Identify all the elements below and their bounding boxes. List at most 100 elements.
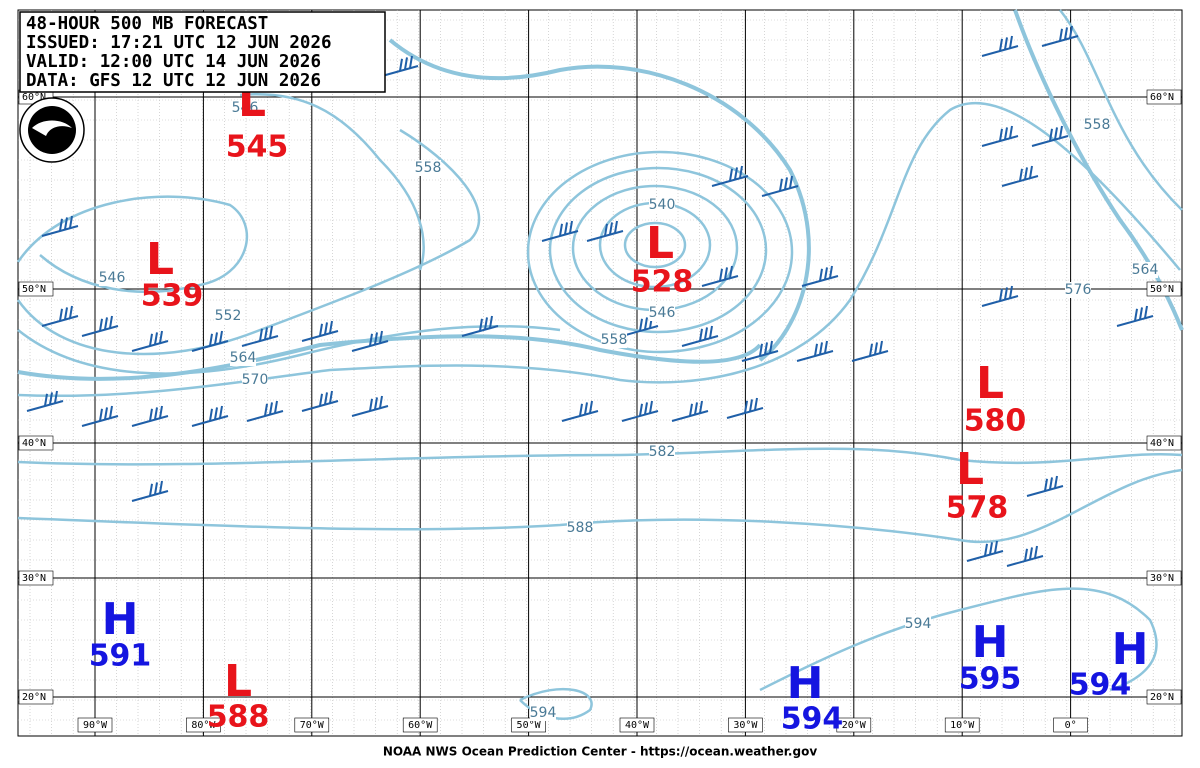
barb-tick (274, 400, 278, 414)
barb-tick (709, 325, 713, 339)
center-symbol: H (787, 658, 824, 709)
barb-tick (149, 333, 153, 346)
lat-label: 40°N (1150, 438, 1174, 449)
map-frame (17, 9, 1183, 737)
lon-label: 40°W (625, 720, 650, 731)
barb-tick (319, 393, 323, 406)
barb-staff (1001, 175, 1039, 187)
contour (1059, 9, 1183, 211)
lat-label-box (1146, 570, 1182, 586)
lon-label-box (294, 717, 330, 733)
barb-tick (564, 222, 568, 235)
center-symbol: H (102, 594, 139, 645)
lat-label-box (1146, 689, 1182, 705)
barb-tick (409, 55, 413, 69)
contour (548, 166, 768, 334)
barb-staff (586, 230, 624, 242)
barb-staff (41, 315, 79, 327)
barb-staff (81, 325, 119, 337)
barb-tick (1034, 545, 1038, 559)
barb-staff (1026, 485, 1064, 497)
lon-label-box (186, 717, 221, 733)
barb-tick (154, 407, 158, 420)
contour (759, 587, 1158, 692)
barb-tick (779, 178, 783, 191)
barb-tick (1069, 25, 1073, 39)
barb-tick (154, 332, 158, 345)
center-value: 588 (207, 700, 270, 735)
barb-tick (734, 167, 738, 180)
center-symbol: L (646, 218, 674, 269)
barb-tick (829, 265, 833, 279)
center-value: 594 (1069, 668, 1132, 703)
contour-label-bg (99, 270, 125, 286)
barb-staff (1031, 135, 1069, 147)
contour (17, 101, 1181, 398)
barb-tick (64, 307, 68, 320)
barb-staff (671, 410, 709, 422)
center-value: 580 (964, 404, 1027, 439)
labels: 60°N 60°N 50°N 50°N 40°N 40°N 30°N 30°N 20°N 20°N… (18, 76, 1182, 737)
barb-tick (569, 220, 573, 234)
barb-staff (741, 350, 779, 362)
contour-label: 558 (601, 332, 628, 348)
barb-tick (984, 543, 988, 556)
barb-tick (579, 403, 583, 416)
barb-staff (131, 490, 169, 502)
barb-tick (769, 340, 773, 354)
barb-tick (814, 343, 818, 356)
header-line: DATA: GFS 12 UTC 12 JUN 2026 (26, 71, 321, 91)
lon-label: 90°W (83, 720, 108, 731)
barb-tick (69, 215, 73, 229)
contour-label: 552 (215, 308, 242, 324)
contour-label-bg (649, 197, 675, 213)
lat-label-box (1146, 281, 1182, 297)
barb-staff (701, 275, 739, 287)
lon-label-box (402, 717, 438, 733)
contour-label-bg (905, 616, 931, 632)
contour-label: 576 (1065, 282, 1092, 298)
barb-tick (704, 327, 708, 340)
barb-tick (149, 408, 153, 421)
barb-tick (1134, 308, 1138, 321)
barb-staff (351, 405, 389, 417)
barb-tick (724, 267, 728, 280)
center-value: 595 (959, 662, 1022, 697)
lat-label: 20°N (1150, 692, 1174, 703)
barb-staff (726, 407, 764, 419)
barb-tick (484, 317, 488, 330)
lat-label: 20°N (22, 692, 46, 703)
lon-label-box (619, 717, 655, 733)
barb-tick (1054, 475, 1058, 489)
lat-label-box (18, 570, 54, 586)
lon-label: 10°W (950, 720, 975, 731)
barb-tick (324, 392, 328, 405)
barb-tick (369, 398, 373, 411)
barb-tick (59, 308, 63, 321)
contour-label: 588 (567, 520, 594, 536)
barb-tick (754, 397, 758, 411)
barb-tick (329, 320, 333, 334)
contour (16, 128, 481, 356)
barb-tick (1029, 547, 1033, 560)
contour (623, 221, 687, 269)
barb-staff (26, 400, 64, 412)
lat-label-box (18, 281, 54, 297)
barb-tick (639, 318, 643, 331)
barb-tick (1054, 127, 1058, 140)
header-line: VALID: 12:00 UTC 14 JUN 2026 (26, 52, 321, 72)
barb-tick (399, 58, 403, 71)
barb-staff (81, 415, 119, 427)
barb-tick (1004, 37, 1008, 50)
center-value: 591 (89, 639, 152, 674)
barb-tick (489, 315, 493, 329)
lon-label-box (944, 717, 980, 733)
barb-tick (54, 390, 58, 404)
barb-staff (711, 175, 749, 187)
contour-label-bg (530, 705, 556, 721)
barb-staff (461, 325, 499, 337)
contour-label: 594 (905, 616, 932, 632)
barb-tick (869, 343, 873, 356)
barb-tick (699, 328, 703, 341)
